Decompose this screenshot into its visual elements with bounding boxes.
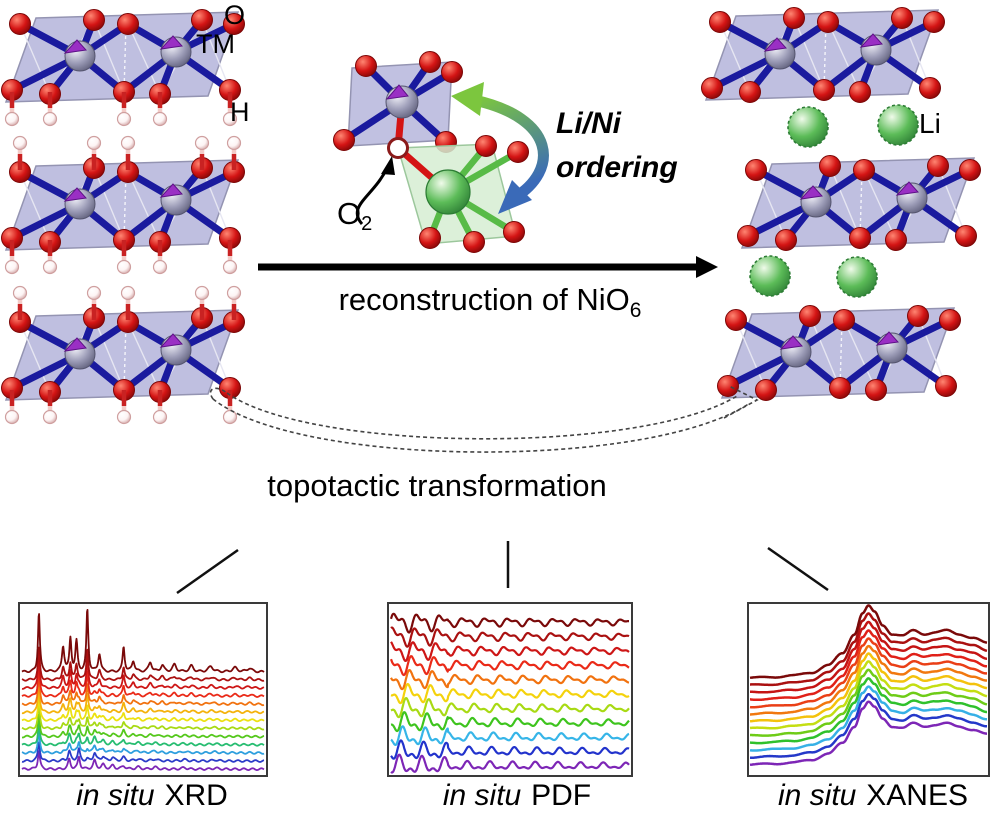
tm-label: TM [196, 29, 235, 59]
lithium-atoms [749, 104, 919, 298]
reconstruction-label: reconstruction of NiO6 [338, 282, 642, 322]
li-ni-swap-arrow [451, 82, 549, 214]
oxygen-label: O [224, 0, 246, 30]
topotactic-label: topotactic transformation [267, 468, 607, 503]
hydrogen-label: H [230, 97, 250, 127]
xanes-panel-label: in situ XANES [778, 779, 968, 812]
hydroxide-slab-1 [1, 9, 245, 105]
xrd-panel-label: in situ XRD [76, 779, 228, 812]
hydroxide-slab-3 [1, 307, 245, 403]
panel-connector-lines [176, 541, 829, 595]
reaction-arrow [258, 256, 718, 278]
li-ni-ordering-label: Li/Ni ordering [556, 107, 678, 184]
topotactic-arrow [209, 385, 759, 453]
nio6-lio6-octahedra [333, 51, 529, 253]
o2-release-arrow [355, 156, 395, 225]
xanes-chart [747, 602, 990, 777]
pdf-chart [387, 602, 633, 777]
hydrogen-atoms [4, 92, 242, 425]
nickelate-slab-1 [701, 7, 945, 103]
lithium-nickelate-structure [701, 7, 981, 401]
nickelate-slab-2 [737, 155, 981, 251]
nickelate-slab-3 [717, 305, 961, 401]
hydroxide-structure [1, 9, 245, 425]
hydroxide-slab-2 [1, 157, 245, 253]
lithium-label: Li [919, 108, 941, 139]
o2-label: O2 [337, 196, 373, 235]
xrd-chart [18, 602, 268, 777]
pdf-panel-label: in situ PDF [442, 779, 592, 812]
oxygen-vacancy [387, 137, 409, 159]
